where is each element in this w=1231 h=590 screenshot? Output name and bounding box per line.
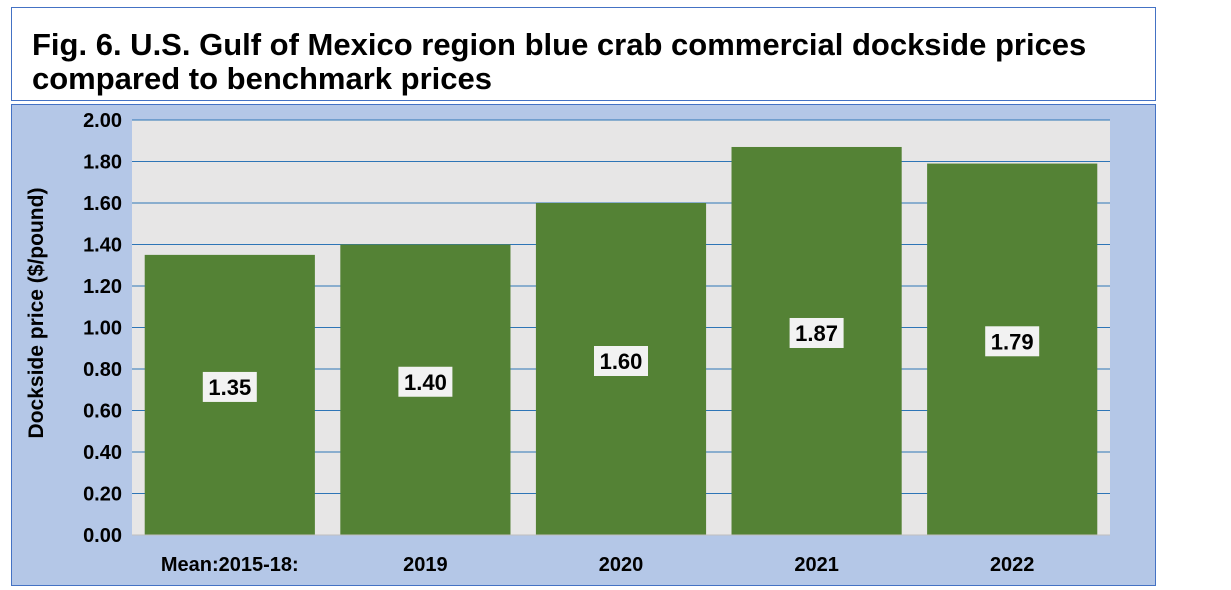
y-tick-label: 0.20 bbox=[83, 484, 122, 506]
data-label: 1.35 bbox=[208, 375, 251, 400]
data-label: 1.60 bbox=[600, 349, 643, 374]
y-tick-label: 0.60 bbox=[83, 401, 122, 423]
x-tick-label: 2019 bbox=[403, 554, 448, 576]
x-tick-label: Mean:2015-18: bbox=[161, 554, 299, 576]
chart-title: Fig. 6. U.S. Gulf of Mexico region blue … bbox=[32, 27, 1087, 96]
data-label-background bbox=[594, 346, 648, 376]
y-tick-label: 0.80 bbox=[83, 359, 122, 381]
y-tick-label: 2.00 bbox=[83, 110, 122, 132]
data-label-background bbox=[398, 366, 453, 397]
chart-title-box[interactable]: Fig. 6. U.S. Gulf of Mexico region blue … bbox=[11, 7, 1156, 101]
data-label-background bbox=[202, 371, 257, 402]
y-tick-label: 1.00 bbox=[83, 318, 122, 340]
data-label-background bbox=[789, 317, 844, 348]
x-tick-label: 2020 bbox=[599, 554, 644, 576]
data-label: 1.79 bbox=[991, 329, 1034, 354]
y-tick-label: 1.20 bbox=[83, 276, 122, 298]
y-tick-label: 1.60 bbox=[83, 193, 122, 215]
plot-layer: 0.00 0.20 0.40 0.60 0.80 1.00 1.20 1.40 1.60 1.80… bbox=[83, 110, 1110, 576]
y-tick-label: 0.40 bbox=[83, 442, 122, 464]
data-label-background bbox=[985, 326, 1040, 357]
y-tick-label: 1.40 bbox=[83, 235, 122, 257]
x-tick-label: 2022 bbox=[990, 554, 1035, 576]
y-tick-label: 1.80 bbox=[83, 152, 122, 174]
data-label: 1.87 bbox=[795, 321, 838, 346]
y-tick-label: 0.00 bbox=[83, 525, 122, 547]
data-label: 1.40 bbox=[404, 370, 447, 395]
x-tick-label: 2021 bbox=[794, 554, 839, 576]
y-axis-label: Dockside price ($/pound) bbox=[25, 188, 48, 439]
